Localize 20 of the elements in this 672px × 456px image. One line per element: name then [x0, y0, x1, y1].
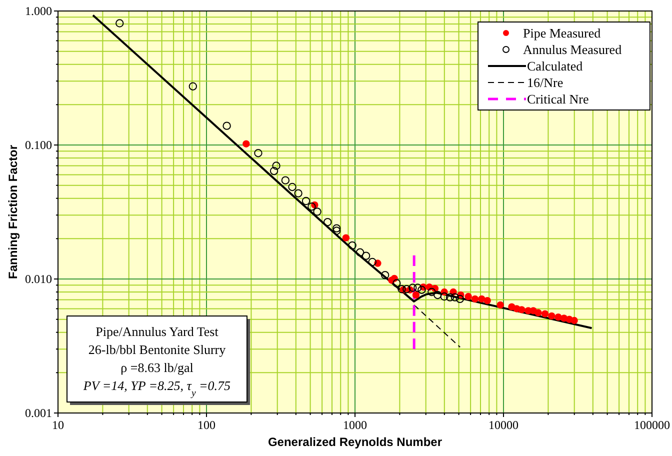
legend-label: Annulus Measured	[523, 42, 622, 57]
y-tick-label: 0.100	[25, 138, 52, 152]
x-tick-label: 100	[198, 418, 216, 432]
annotation: Pipe/Annulus Yard Test	[96, 324, 219, 339]
y-tick-label: 0.001	[25, 406, 52, 420]
x-tick-label: 1000	[343, 418, 367, 432]
legend-label: Critical Nre	[527, 92, 589, 106]
y-tick-label: 1.000	[25, 4, 52, 18]
legend-label: Pipe Measured	[523, 26, 602, 40]
y-axis-title: Fanning Friction Factor	[6, 144, 20, 279]
annotation: PV =14, YP =8.25, τ$_{y}$ =0.75	[82, 378, 232, 398]
x-tick-label: 10000	[488, 418, 518, 432]
x-tick-label: 100000	[634, 418, 670, 432]
x-tick-label: 10	[52, 418, 64, 432]
legend-label: Calculated	[527, 58, 584, 74]
y-tick-label: 0.010	[25, 272, 52, 286]
annotation: 26-lb/bbl Bentonite Slurry	[88, 342, 226, 357]
legend-label: 16/Nre	[527, 75, 564, 90]
annotation: ρ =8.63 lb/gal	[120, 360, 194, 375]
x-axis-title: Generalized Reynolds Number	[268, 435, 442, 449]
